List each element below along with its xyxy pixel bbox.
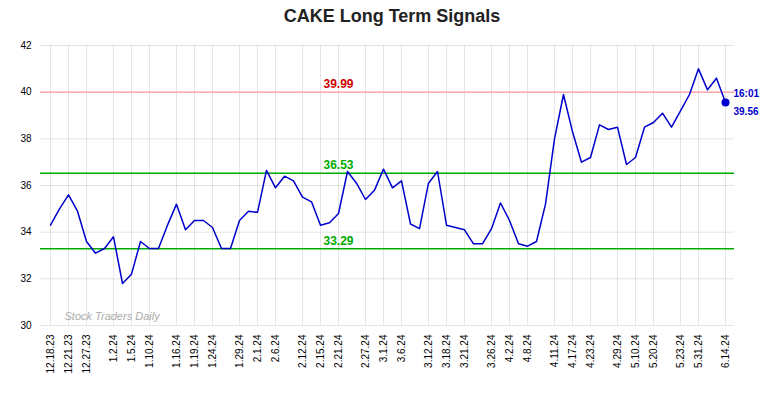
svg-text:5.31.24: 5.31.24	[693, 334, 704, 368]
svg-text:3.18.24: 3.18.24	[441, 334, 452, 368]
svg-text:12.18.23: 12.18.23	[45, 334, 56, 373]
svg-text:3.12.24: 3.12.24	[423, 334, 434, 368]
svg-text:36.53: 36.53	[323, 158, 353, 172]
svg-text:5.23.24: 5.23.24	[675, 334, 686, 368]
svg-text:30: 30	[20, 320, 32, 331]
svg-text:3.21.24: 3.21.24	[459, 334, 470, 368]
svg-text:2.1.24: 2.1.24	[252, 334, 263, 362]
svg-text:4.17.24: 4.17.24	[567, 334, 578, 368]
svg-text:3.1.24: 3.1.24	[378, 334, 389, 362]
svg-text:1.29.24: 1.29.24	[234, 334, 245, 368]
svg-text:6.14.24: 6.14.24	[720, 334, 731, 368]
svg-text:1.16.24: 1.16.24	[171, 334, 182, 368]
svg-text:5.10.24: 5.10.24	[630, 334, 641, 368]
svg-text:36: 36	[20, 180, 32, 191]
svg-text:32: 32	[20, 273, 32, 284]
svg-text:4.8.24: 4.8.24	[522, 334, 533, 362]
svg-text:2.27.24: 2.27.24	[360, 334, 371, 368]
svg-text:40: 40	[20, 86, 32, 97]
svg-text:39.56: 39.56	[734, 106, 759, 117]
svg-text:38: 38	[20, 133, 32, 144]
svg-text:1.19.24: 1.19.24	[189, 334, 200, 368]
svg-text:42: 42	[20, 40, 32, 51]
svg-text:16:01: 16:01	[734, 88, 760, 99]
svg-text:1.5.24: 1.5.24	[126, 334, 137, 362]
svg-text:5.20.24: 5.20.24	[648, 334, 659, 368]
svg-text:3.26.24: 3.26.24	[486, 334, 497, 368]
svg-text:3.6.24: 3.6.24	[396, 334, 407, 362]
html-text:CAKE Long Term Signals: CAKE Long Term Signals	[283, 6, 501, 26]
svg-text:4.29.24: 4.29.24	[612, 334, 623, 368]
svg-text:1.24.24: 1.24.24	[207, 334, 218, 368]
svg-text:4.2.24: 4.2.24	[504, 334, 515, 362]
svg-text:12.21.23: 12.21.23	[63, 334, 74, 373]
svg-text:4.11.24: 4.11.24	[549, 334, 560, 367]
svg-text:4.23.24: 4.23.24	[585, 334, 596, 368]
svg-text:39.99: 39.99	[323, 77, 353, 91]
svg-text:34: 34	[20, 226, 32, 237]
svg-text:2.15.24: 2.15.24	[315, 334, 326, 368]
svg-text:33.29: 33.29	[323, 234, 353, 248]
svg-text:12.27.23: 12.27.23	[81, 334, 92, 373]
svg-text:Stock Traders Daily: Stock Traders Daily	[65, 310, 162, 322]
svg-text:2.21.24: 2.21.24	[333, 334, 344, 368]
svg-text:1.2.24: 1.2.24	[108, 334, 119, 362]
svg-text:1.10.24: 1.10.24	[144, 334, 155, 368]
svg-text:2.6.24: 2.6.24	[270, 334, 281, 362]
svg-text:2.12.24: 2.12.24	[297, 334, 308, 368]
